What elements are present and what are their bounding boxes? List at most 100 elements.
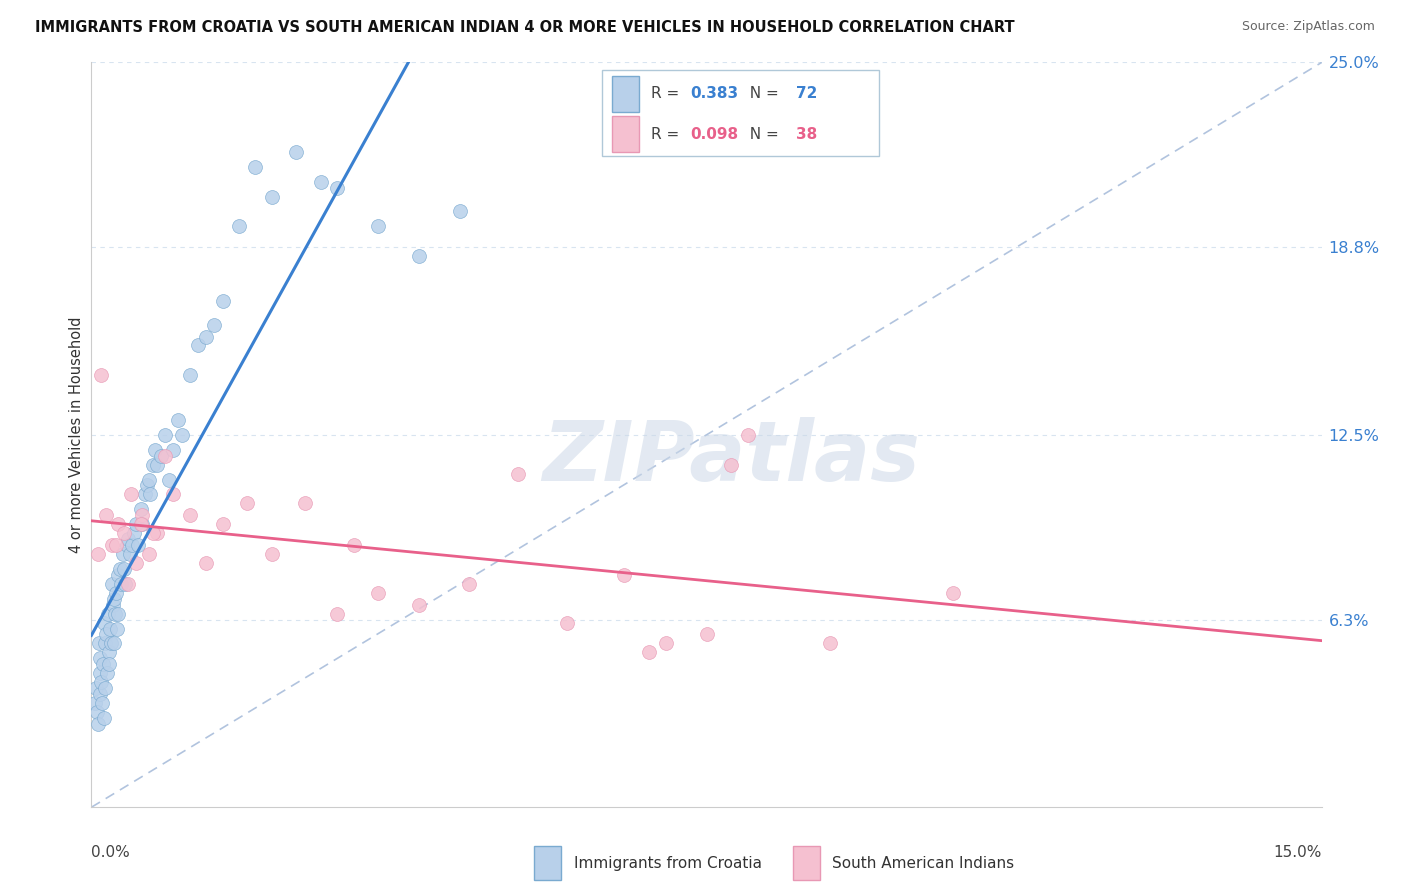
Point	[170, 428, 193, 442]
Point	[105, 622, 128, 636]
Point	[228, 219, 250, 234]
Point	[139, 487, 162, 501]
Point	[107, 567, 129, 582]
Point	[93, 711, 115, 725]
Point	[146, 526, 169, 541]
Point	[157, 473, 180, 487]
Point	[309, 175, 332, 189]
Text: 38: 38	[796, 127, 817, 142]
Text: R =: R =	[651, 87, 685, 102]
Point	[638, 645, 661, 659]
Point	[260, 189, 283, 203]
Point	[211, 517, 233, 532]
Point	[260, 547, 283, 561]
Point	[367, 586, 389, 600]
Point	[506, 467, 529, 481]
Point	[97, 607, 120, 621]
FancyBboxPatch shape	[602, 70, 879, 155]
Text: R =: R =	[651, 127, 685, 142]
Text: 72: 72	[796, 87, 818, 102]
Point	[367, 219, 389, 234]
Point	[153, 428, 177, 442]
Point	[107, 517, 129, 532]
Point	[103, 636, 125, 650]
Point	[555, 615, 578, 630]
Point	[89, 651, 111, 665]
Point	[104, 607, 127, 621]
Point	[117, 577, 139, 591]
Point	[86, 705, 108, 719]
Text: Source: ZipAtlas.com: Source: ZipAtlas.com	[1241, 20, 1375, 33]
Text: 15.0%: 15.0%	[1274, 845, 1322, 860]
Point	[117, 532, 139, 546]
Point	[105, 586, 127, 600]
Point	[138, 547, 160, 561]
Point	[129, 502, 152, 516]
Y-axis label: 4 or more Vehicles in Household: 4 or more Vehicles in Household	[69, 317, 84, 553]
Text: South American Indians: South American Indians	[832, 855, 1014, 871]
Point	[134, 487, 156, 501]
Point	[112, 526, 135, 541]
Point	[105, 538, 127, 552]
Point	[343, 538, 366, 552]
Point	[100, 636, 122, 650]
Point	[195, 329, 218, 343]
FancyBboxPatch shape	[534, 847, 561, 880]
Point	[91, 696, 114, 710]
Point	[136, 478, 159, 492]
Point	[613, 567, 636, 582]
Point	[96, 508, 117, 523]
Point	[408, 249, 430, 263]
Point	[108, 562, 131, 576]
Point	[449, 204, 471, 219]
Point	[166, 413, 188, 427]
Point	[195, 556, 218, 570]
Point	[138, 473, 160, 487]
Point	[91, 657, 114, 672]
Point	[285, 145, 308, 159]
Point	[93, 636, 115, 650]
Point	[97, 645, 120, 659]
Point	[236, 496, 259, 510]
Point	[131, 517, 153, 532]
Point	[127, 538, 149, 552]
Point	[87, 636, 110, 650]
Point	[720, 458, 742, 472]
Point	[110, 577, 132, 591]
Point	[120, 487, 142, 501]
Point	[179, 368, 201, 383]
Point	[162, 442, 184, 457]
Point	[654, 636, 676, 650]
Point	[129, 517, 152, 532]
Text: 0.098: 0.098	[690, 127, 738, 142]
Point	[101, 577, 124, 591]
FancyBboxPatch shape	[793, 847, 820, 880]
Point	[111, 547, 134, 561]
Text: 0.0%: 0.0%	[91, 845, 131, 860]
Point	[941, 586, 963, 600]
Text: IMMIGRANTS FROM CROATIA VS SOUTH AMERICAN INDIAN 4 OR MORE VEHICLES IN HOUSEHOLD: IMMIGRANTS FROM CROATIA VS SOUTH AMERICA…	[35, 20, 1015, 35]
Point	[84, 681, 107, 695]
Point	[294, 496, 316, 510]
Point	[101, 538, 124, 552]
Text: N =: N =	[740, 127, 783, 142]
Point	[326, 180, 349, 194]
Point	[112, 562, 135, 576]
Text: ZIPatlas: ZIPatlas	[543, 417, 920, 498]
Point	[695, 627, 717, 641]
Point	[94, 681, 117, 695]
Point	[162, 487, 184, 501]
Point	[121, 538, 143, 552]
Point	[118, 547, 141, 561]
Point	[131, 508, 153, 523]
Point	[96, 666, 118, 681]
Point	[87, 547, 110, 561]
Point	[211, 293, 233, 308]
Text: 0.383: 0.383	[690, 87, 738, 102]
Point	[153, 449, 177, 463]
Point	[96, 627, 117, 641]
Point	[408, 598, 430, 612]
Point	[150, 449, 173, 463]
Point	[115, 538, 138, 552]
Point	[90, 368, 112, 383]
